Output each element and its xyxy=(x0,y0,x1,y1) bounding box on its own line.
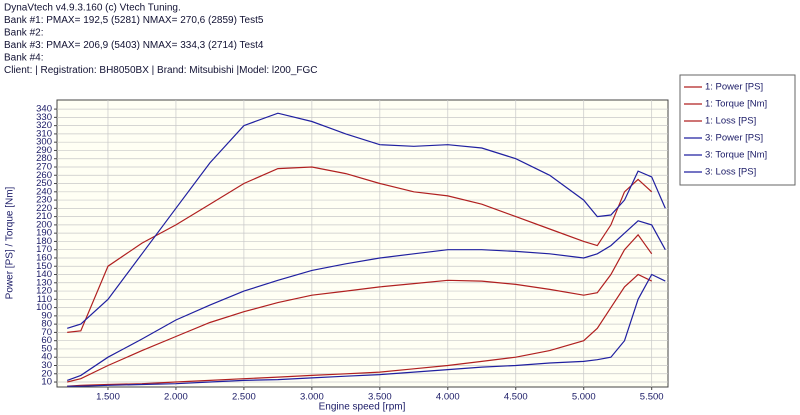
y-tick-label: 210 xyxy=(36,211,52,222)
y-tick-label: 120 xyxy=(36,286,52,297)
y-tick-label: 220 xyxy=(36,203,52,214)
header-line: Client: | Registration: BH8050BX | Brand… xyxy=(4,65,318,76)
x-tick-label: 4.500 xyxy=(504,392,528,403)
y-tick-label: 130 xyxy=(36,277,52,288)
series-line xyxy=(66,220,666,381)
y-tick-label: 30 xyxy=(41,360,52,371)
x-tick-label: 2.000 xyxy=(164,392,188,403)
y-tick-label: 330 xyxy=(36,112,52,123)
header-line: Bank #1: PMAX= 192,5 (5281) NMAX= 270,6 … xyxy=(4,15,264,26)
legend-box xyxy=(679,74,796,186)
legend-label: 1: Loss [PS] xyxy=(705,116,756,127)
header-line: DynaVtech v4.9.3.160 (c) Vtech Tuning. xyxy=(4,3,181,14)
y-tick-label: 340 xyxy=(36,104,52,115)
series-line xyxy=(67,233,653,383)
series-line xyxy=(67,273,652,387)
x-tick-label: 3.500 xyxy=(368,392,392,403)
y-tick-label: 310 xyxy=(36,128,52,139)
header-line: Bank #2: xyxy=(4,28,43,39)
y-tick-label: 150 xyxy=(36,261,52,272)
x-axis-label: Engine speed [rpm] xyxy=(319,402,406,413)
y-tick-label: 300 xyxy=(36,137,52,148)
x-tick-label: 1.500 xyxy=(96,392,120,403)
x-tick-label: 5.500 xyxy=(640,392,664,403)
y-tick-label: 50 xyxy=(41,343,52,354)
series-line xyxy=(67,273,666,387)
y-tick-label: 90 xyxy=(41,310,52,321)
y-tick-label: 200 xyxy=(36,219,52,230)
legend-label: 1: Power [PS] xyxy=(705,82,763,93)
series-line xyxy=(67,112,666,329)
y-tick-label: 20 xyxy=(41,368,52,379)
y-tick-label: 180 xyxy=(36,236,52,247)
y-tick-label: 270 xyxy=(36,162,52,173)
y-tick-label: 70 xyxy=(41,327,52,338)
y-tick-label: 100 xyxy=(36,302,52,313)
legend-label: 3: Power [PS] xyxy=(705,133,763,144)
y-tick-label: 230 xyxy=(36,195,52,206)
y-tick-label: 80 xyxy=(41,319,52,330)
legend-label: 3: Loss [PS] xyxy=(705,167,756,178)
legend-label: 3: Torque [Nm] xyxy=(705,150,767,161)
y-tick-label: 320 xyxy=(36,120,52,131)
y-tick-label: 140 xyxy=(36,269,52,280)
y-tick-label: 170 xyxy=(36,244,52,255)
y-tick-label: 250 xyxy=(36,178,52,189)
y-tick-label: 40 xyxy=(41,352,52,363)
y-tick-label: 110 xyxy=(37,294,52,305)
y-tick-label: 260 xyxy=(36,170,52,181)
y-tick-label: 160 xyxy=(36,252,52,263)
plot-area xyxy=(56,99,669,388)
header-line: Bank #3: PMAX= 206,9 (5403) NMAX= 334,3 … xyxy=(4,40,264,51)
y-tick-label: 280 xyxy=(36,153,52,164)
series-line xyxy=(67,166,653,333)
y-tick-label: 290 xyxy=(36,145,52,156)
y-tick-label: 190 xyxy=(36,228,52,239)
x-tick-label: 3.000 xyxy=(300,392,324,403)
header-line: Bank #4: xyxy=(4,53,43,64)
x-tick-label: 4.000 xyxy=(436,392,460,403)
x-tick-label: 5.000 xyxy=(572,392,596,403)
x-tick-label: 2.500 xyxy=(232,392,256,403)
y-axis-label: Power [PS] / Torque [Nm] xyxy=(5,186,16,299)
y-tick-label: 60 xyxy=(41,335,52,346)
legend-label: 1: Torque [Nm] xyxy=(705,99,767,110)
y-tick-label: 240 xyxy=(36,186,52,197)
y-tick-label: 10 xyxy=(41,377,52,388)
